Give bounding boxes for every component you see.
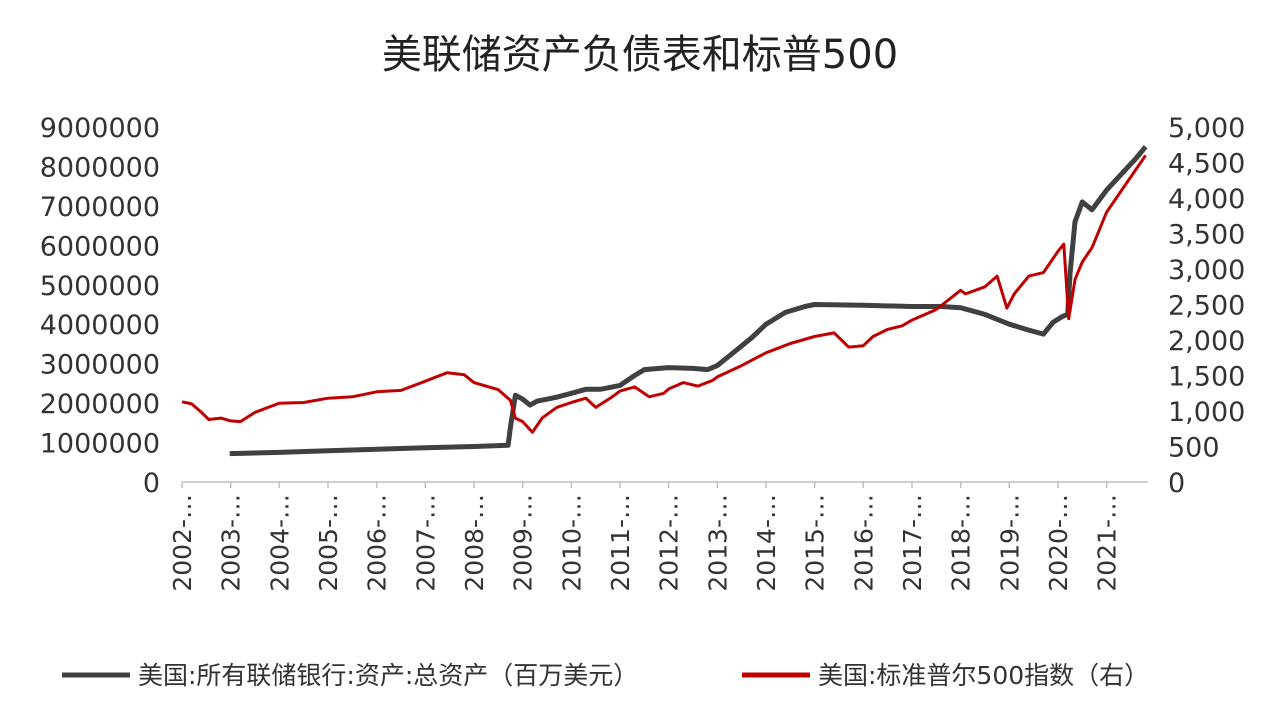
x-tick-label: 2019-… xyxy=(995,494,1024,592)
y-left-tick-label: 1000000 xyxy=(40,429,160,460)
y-left-tick-label: 3000000 xyxy=(40,350,160,381)
y-left-tick-label: 7000000 xyxy=(40,192,160,223)
x-tick-label: 2011-… xyxy=(606,494,635,592)
y-right-tick-label: 2,500 xyxy=(1168,291,1245,322)
x-tick-label: 2006-… xyxy=(363,494,392,592)
x-tick-label: 2018-… xyxy=(947,494,976,592)
y-left-tick-label: 6000000 xyxy=(40,231,160,262)
y-right-tick-label: 1,000 xyxy=(1168,397,1245,428)
x-tick-label: 2016-… xyxy=(849,494,878,592)
chart-title: 美联储资产负债表和标普500 xyxy=(382,32,898,78)
y-right-tick-label: 3,500 xyxy=(1168,220,1245,251)
x-tick-label: 2014-… xyxy=(752,494,781,592)
legend-label-fed-assets: 美国:所有联储银行:资产:总资产（百万美元） xyxy=(138,661,638,690)
legend: 美国:所有联储银行:资产:总资产（百万美元） 美国:标准普尔500指数（右） xyxy=(62,661,1149,690)
y-right-tick-label: 3,000 xyxy=(1168,255,1245,286)
y-left-tick-label: 5000000 xyxy=(40,271,160,302)
x-tick-label: 2017-… xyxy=(898,494,927,592)
axes: 0 1000000 2000000 3000000 4000000 5000000 6000… xyxy=(40,113,1246,592)
x-tick-label: 2002-… xyxy=(168,494,197,592)
series-line-sp500 xyxy=(181,154,1147,434)
x-tick-label: 2015-… xyxy=(801,494,830,592)
x-tick-label: 2004-… xyxy=(265,494,294,592)
y-right-tick-label: 2,000 xyxy=(1168,326,1245,357)
x-tick-label: 2021-… xyxy=(1093,494,1122,592)
y-right-tick-label: 0 xyxy=(1168,468,1185,499)
y-right-tick-label: 1,500 xyxy=(1168,362,1245,393)
y-left-tick-label: 2000000 xyxy=(40,389,160,420)
x-tick-label: 2005-… xyxy=(314,494,343,592)
x-tick-label: 2013-… xyxy=(703,494,732,592)
y-left-tick-label: 8000000 xyxy=(40,152,160,183)
series-layer xyxy=(181,145,1148,457)
y-right-tick-label: 4,500 xyxy=(1168,149,1245,180)
x-tick-label: 2020-… xyxy=(1044,494,1073,592)
y-left-tick-label: 0 xyxy=(143,468,160,499)
x-tick-label: 2012-… xyxy=(655,494,684,592)
y-right-tick-label: 4,000 xyxy=(1168,184,1245,215)
y-right-tick-label: 500 xyxy=(1168,433,1220,464)
x-tick-label: 2003-… xyxy=(217,494,246,592)
x-tick-label: 2010-… xyxy=(557,494,586,592)
series-line-fed-assets xyxy=(229,145,1148,457)
y-left-tick-label: 9000000 xyxy=(40,113,160,144)
x-tick-label: 2008-… xyxy=(460,494,489,592)
y-right-tick-label: 5,000 xyxy=(1168,113,1245,144)
legend-label-sp500: 美国:标准普尔500指数（右） xyxy=(818,661,1149,690)
x-tick-label: 2009-… xyxy=(509,494,538,592)
y-left-tick-label: 4000000 xyxy=(40,310,160,341)
x-tick-label: 2007-… xyxy=(411,494,440,592)
